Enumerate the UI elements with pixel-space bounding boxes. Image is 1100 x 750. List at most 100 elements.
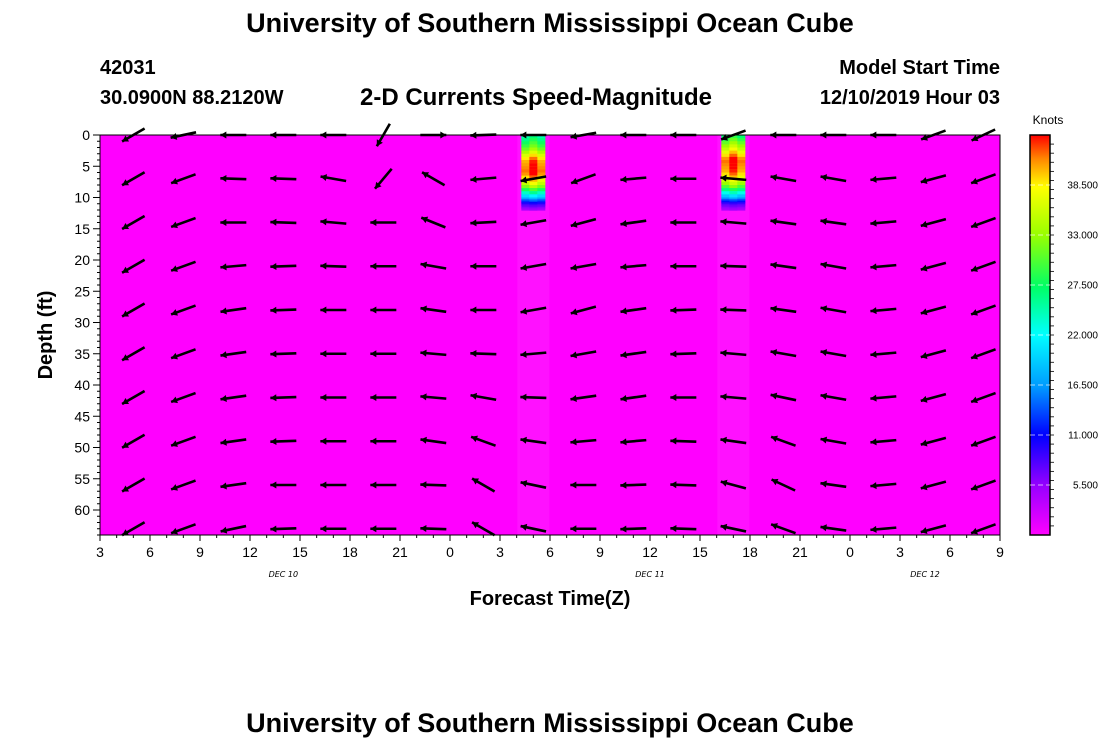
arrow-head (971, 309, 978, 316)
arrow-head (220, 219, 227, 226)
current-arrow (620, 481, 647, 489)
current-arrow (320, 262, 347, 270)
current-arrow (373, 167, 393, 190)
speed-cell-core (529, 163, 538, 167)
speed-cell-core (529, 197, 538, 200)
arrow-head (370, 350, 377, 358)
current-arrow (170, 435, 196, 447)
model-start-label: Model Start Time (839, 57, 1000, 79)
arrow-head (620, 307, 627, 315)
arrow-head (720, 393, 727, 401)
x-tick-label: 18 (342, 544, 358, 560)
current-arrow (420, 436, 447, 445)
current-arrow (720, 218, 747, 226)
speed-cell-core (729, 147, 738, 152)
arrow-head (420, 436, 427, 444)
x-tick-label: 12 (242, 544, 258, 560)
arrow-head (220, 526, 228, 534)
current-arrow (421, 171, 446, 187)
current-arrow (121, 433, 146, 449)
speed-cell-core (729, 202, 738, 205)
current-arrow (970, 523, 996, 535)
current-arrow (320, 306, 347, 314)
speed-cell-core (729, 163, 738, 167)
arrow-head (820, 480, 827, 488)
arrow-head (570, 438, 577, 446)
speed-cell-core (729, 194, 738, 199)
arrow-head (171, 309, 178, 316)
arrow-head (670, 437, 677, 445)
current-arrow (121, 171, 146, 187)
arrow-head (870, 219, 877, 227)
current-arrow (471, 521, 496, 537)
speed-cell-core (529, 199, 538, 202)
arrow-head (420, 393, 427, 401)
current-arrow (121, 477, 146, 493)
arrow-head (670, 350, 677, 358)
arrow-head (320, 350, 327, 358)
arrow-head (472, 478, 480, 485)
x-tick-label: 3 (96, 544, 104, 560)
arrow-head (520, 220, 528, 228)
current-arrow (470, 175, 497, 183)
current-arrow (870, 394, 897, 402)
x-tick-label: 6 (546, 544, 554, 560)
current-arrow (470, 262, 497, 270)
y-tick-label: 55 (74, 471, 90, 487)
arrow-head (270, 525, 277, 533)
arrow-head (122, 135, 130, 142)
arrow-head (320, 394, 327, 401)
current-arrow (220, 438, 247, 446)
current-arrow (670, 437, 697, 445)
current-arrow (570, 262, 597, 271)
speed-cell-core (729, 181, 738, 186)
speed-cell-core (529, 188, 538, 192)
speed-cell-core (529, 147, 538, 152)
current-arrow (670, 481, 697, 489)
arrow-head (520, 523, 528, 531)
x-tick-label: 21 (392, 544, 408, 560)
current-arrow (970, 479, 996, 491)
current-arrow (770, 174, 797, 183)
x-tick-label: 12 (642, 544, 658, 560)
current-arrow (170, 216, 196, 229)
arrow-head (971, 396, 978, 404)
x-tick-label: 9 (196, 544, 204, 560)
arrow-head (220, 351, 227, 359)
speed-cell-core (529, 169, 538, 174)
arrow-head (171, 527, 178, 535)
arrow-head (320, 525, 327, 533)
current-arrow (320, 481, 347, 489)
colorbar-units: Knots (1033, 113, 1064, 127)
colorbar-tick-label: 16.500 (1067, 381, 1098, 392)
arrow-head (720, 349, 727, 357)
arrow-head (520, 264, 528, 271)
arrow-head (920, 439, 928, 447)
current-arrow (920, 217, 947, 228)
arrow-head (770, 174, 778, 181)
arrow-head (770, 305, 777, 313)
current-arrow (520, 436, 547, 445)
speed-cell-core (529, 205, 538, 208)
chart-title: 2-D Currents Speed-Magnitude (360, 84, 713, 111)
current-arrow (370, 219, 397, 226)
current-arrow (870, 307, 897, 315)
arrow-head (270, 350, 277, 358)
current-arrow (770, 305, 797, 314)
speed-cell-core (529, 156, 538, 161)
arrow-head (520, 480, 528, 487)
arrow-head (971, 484, 978, 491)
current-arrow (270, 394, 297, 402)
current-arrow (970, 348, 996, 360)
arrow-head (670, 525, 677, 533)
arrow-head (220, 307, 227, 315)
current-arrow (620, 175, 647, 183)
current-arrow (970, 304, 996, 316)
current-arrow (620, 219, 647, 227)
arrow-head (370, 394, 377, 401)
arrow-head (920, 220, 928, 228)
arrow-head (920, 264, 928, 272)
arrow-head (171, 484, 178, 491)
current-arrow (520, 523, 547, 533)
speed-cell-core (729, 172, 738, 177)
